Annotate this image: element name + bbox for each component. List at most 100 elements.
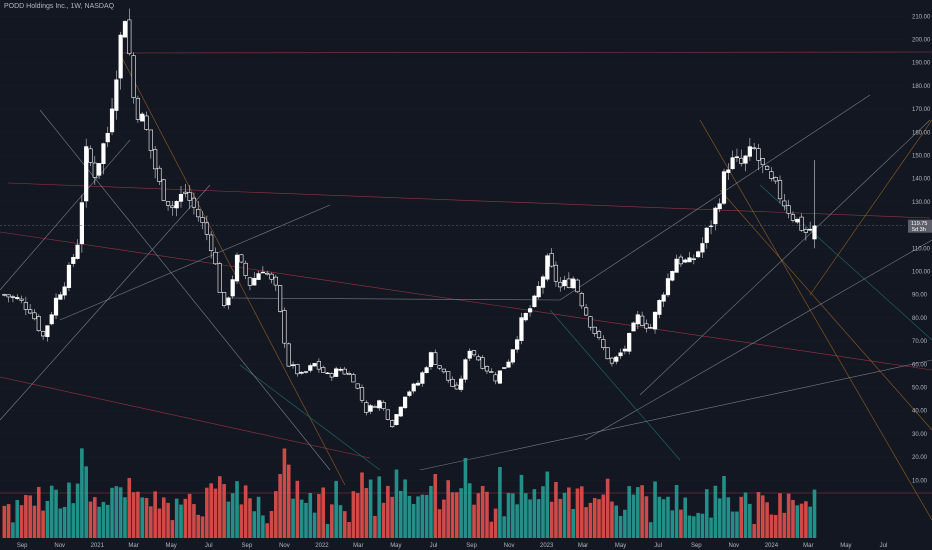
- volume-bar: [592, 498, 597, 538]
- candle-body: [10, 296, 16, 298]
- candle-body: [467, 350, 472, 359]
- volume-bar: [19, 505, 24, 538]
- candle-body: [178, 193, 184, 202]
- volume-bar: [213, 488, 218, 538]
- volume-bar: [67, 482, 71, 538]
- candle-body: [502, 367, 507, 369]
- candle-body: [36, 316, 41, 331]
- volume-bar: [114, 486, 119, 538]
- candle-body: [571, 278, 576, 289]
- volume-bar: [804, 501, 808, 538]
- candle-body: [536, 285, 541, 298]
- current-price-badge: [908, 219, 932, 233]
- candle-body: [579, 293, 584, 307]
- candle-body: [553, 264, 559, 282]
- trend-line-13: [59, 204, 331, 321]
- candle-body: [428, 352, 434, 367]
- candle-body: [372, 406, 378, 408]
- volume-bar: [713, 485, 718, 538]
- candle-body: [562, 279, 567, 287]
- volume-bar: [760, 495, 765, 538]
- x-tick-label: May: [165, 543, 176, 549]
- volume-bar: [515, 504, 519, 538]
- y-tick-label: 110.00: [912, 246, 931, 252]
- volume-bar: [450, 492, 455, 538]
- x-tick-label: 2023: [540, 543, 554, 549]
- volume-bar: [467, 483, 472, 538]
- candle-body: [28, 309, 33, 314]
- candle-body: [433, 352, 438, 365]
- volume-bar: [222, 484, 226, 538]
- candle-body: [519, 317, 524, 341]
- volume-bar: [295, 480, 300, 538]
- candle-body: [743, 155, 748, 164]
- volume-bar: [683, 497, 688, 538]
- candle-body: [497, 370, 503, 384]
- candle-body: [75, 244, 80, 259]
- x-tick-label: Mar: [128, 543, 138, 549]
- volume-bar: [424, 494, 429, 538]
- volume-bar: [765, 502, 769, 538]
- candle-body: [627, 332, 632, 352]
- candle-body: [140, 113, 145, 122]
- candle-body: [247, 277, 253, 286]
- candle-body: [760, 158, 765, 166]
- y-tick-label: 180.00: [912, 84, 931, 90]
- candle-body: [84, 146, 89, 202]
- candle-body: [484, 366, 490, 372]
- volume-bar: [485, 491, 489, 538]
- symbol-title: PODD Holdings Inc., 1W, NASDAQ: [4, 3, 115, 10]
- y-tick-label: 30.00: [912, 432, 928, 438]
- volume-bar: [153, 491, 157, 538]
- candle-body: [459, 378, 464, 390]
- candle-body: [601, 339, 606, 348]
- candle-body: [329, 373, 334, 378]
- trend-line-7: [719, 189, 932, 431]
- candle-body: [226, 297, 231, 306]
- volume-bar: [325, 524, 330, 538]
- y-tick-label: 210.00: [912, 14, 931, 20]
- candle-body: [532, 295, 537, 308]
- volume-bar: [752, 524, 756, 538]
- candle-body: [773, 177, 778, 182]
- volume-bar: [623, 509, 627, 538]
- volume-bar: [317, 494, 321, 538]
- candle-body: [58, 294, 63, 300]
- volume-bar: [618, 516, 623, 538]
- volume-bar: [97, 506, 101, 538]
- volume-bar: [502, 516, 507, 538]
- volume-bar: [183, 498, 188, 538]
- volume-bar: [80, 448, 84, 538]
- y-tick-label: 70.00: [912, 339, 928, 345]
- candle-body: [782, 200, 787, 207]
- volume-bar: [429, 485, 433, 538]
- volume-bar: [782, 512, 787, 538]
- candle-body: [217, 263, 222, 293]
- candle-body: [97, 163, 102, 176]
- x-tick-label: Sep: [17, 543, 28, 549]
- volume-bar: [528, 499, 532, 538]
- volume-bar: [252, 511, 257, 538]
- candle-body: [583, 307, 589, 316]
- x-tick-label: May: [390, 543, 401, 549]
- volume-bar: [256, 496, 261, 538]
- candle-body: [239, 254, 244, 263]
- candle-body: [260, 271, 265, 274]
- volume-bar: [661, 499, 666, 538]
- candle-body: [278, 285, 283, 312]
- candle-body: [295, 364, 300, 375]
- candle-body: [321, 367, 326, 373]
- volume-bar: [756, 492, 761, 538]
- candle-body: [88, 148, 93, 163]
- volume-bar: [45, 500, 50, 538]
- candle-body: [618, 352, 623, 357]
- x-tick-label: Jul: [654, 543, 662, 549]
- volume-bar: [179, 504, 183, 538]
- y-tick-label: 20.00: [912, 455, 928, 461]
- y-tick-label: 10.00: [912, 478, 928, 484]
- y-tick-label: 150.00: [912, 154, 931, 160]
- volume-bar: [795, 505, 800, 538]
- candle-body: [290, 364, 296, 366]
- x-tick-label: Mar: [578, 543, 588, 549]
